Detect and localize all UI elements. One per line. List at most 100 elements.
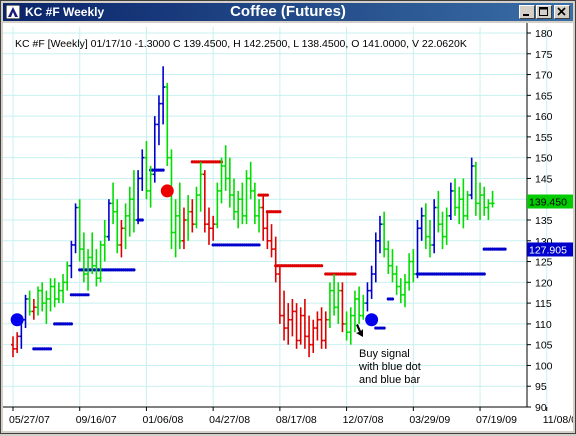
ohlc-bar bbox=[352, 290, 357, 333]
ohlc-bar bbox=[453, 178, 458, 216]
ohlc-bar bbox=[194, 186, 199, 229]
ohlc-bar bbox=[444, 207, 449, 245]
ohlc-bar bbox=[165, 82, 170, 166]
y-tick-label: 150 bbox=[535, 153, 553, 165]
x-tick-label: 04/27/08 bbox=[209, 414, 250, 426]
ohlc-bar bbox=[315, 311, 320, 341]
ohlc-bar bbox=[169, 149, 174, 250]
ohlc-bar bbox=[206, 207, 211, 245]
x-tick-label: 05/27/07 bbox=[9, 414, 50, 426]
stop-dot bbox=[503, 247, 507, 251]
ohlc-bar bbox=[465, 190, 470, 220]
ohlc-bar bbox=[15, 332, 20, 353]
ohlc-bar bbox=[136, 170, 141, 225]
ohlc-bar bbox=[73, 203, 78, 254]
ohlc-bar bbox=[106, 199, 111, 241]
y-tick-label: 160 bbox=[535, 111, 553, 123]
ohlc-bar bbox=[148, 165, 153, 208]
ohlc-bar bbox=[294, 303, 299, 349]
stop-dot bbox=[257, 243, 261, 247]
ohlc-bar bbox=[227, 157, 232, 208]
close-button[interactable] bbox=[554, 5, 570, 19]
ohlc-bar bbox=[119, 220, 124, 258]
x-tick-label: 09/16/07 bbox=[76, 414, 117, 426]
signal-dots bbox=[10, 184, 379, 327]
stop-price-label: 127.905 bbox=[529, 244, 567, 256]
buy-signal-dot bbox=[365, 313, 379, 327]
ohlc-bar bbox=[152, 116, 157, 183]
ohlc-bar bbox=[365, 282, 370, 312]
ohlc-bar bbox=[127, 186, 132, 237]
grid bbox=[3, 23, 548, 408]
ohlc-bar bbox=[140, 149, 145, 191]
window-title: KC #F Weekly bbox=[25, 5, 105, 19]
ohlc-bar bbox=[407, 253, 412, 291]
y-tick-label: 105 bbox=[535, 340, 553, 352]
stop-lines bbox=[32, 160, 507, 351]
ohlc-bar bbox=[69, 240, 74, 279]
stop-dot bbox=[132, 268, 136, 272]
last-price-box bbox=[527, 194, 573, 209]
ohlc-bar bbox=[482, 186, 487, 216]
ohlc-bar bbox=[382, 211, 387, 258]
close-icon bbox=[557, 7, 566, 16]
minimize-button[interactable] bbox=[519, 5, 535, 19]
ohlc-bar bbox=[65, 261, 70, 291]
y-tick-label: 120 bbox=[535, 277, 553, 289]
ohlc-bar bbox=[161, 66, 166, 125]
ohlc-bar bbox=[131, 170, 136, 233]
ohlc-bar bbox=[144, 141, 149, 200]
ohlc-bar bbox=[432, 199, 437, 254]
ohlc-bar bbox=[298, 307, 303, 345]
stop-price-box bbox=[527, 242, 573, 257]
stop-dot bbox=[382, 326, 386, 330]
buy-signal-dot bbox=[10, 313, 24, 327]
ohlc-bar bbox=[415, 220, 420, 279]
y-tick-label: 135 bbox=[535, 215, 553, 227]
ohlc-bar bbox=[319, 307, 324, 349]
ohlc-bar bbox=[81, 232, 86, 283]
minimize-icon bbox=[523, 14, 529, 16]
ohlc-bar bbox=[307, 315, 312, 358]
chart-area[interactable]: 9095100105110115120125130135140145150155… bbox=[3, 23, 576, 431]
ohlc-bar bbox=[265, 211, 270, 250]
ohlc-bar bbox=[52, 278, 57, 308]
price-bars bbox=[11, 66, 495, 358]
ohlc-bar bbox=[373, 232, 378, 283]
x-tick-label: 07/19/09 bbox=[476, 414, 517, 426]
y-tick-label: 100 bbox=[535, 360, 553, 372]
annotation-line-2: with blue dot bbox=[358, 361, 421, 373]
last-price-label: 139.450 bbox=[529, 197, 567, 209]
ohlc-bar bbox=[490, 190, 495, 208]
stop-dot bbox=[48, 347, 53, 351]
ohlc-bar bbox=[90, 232, 95, 275]
ohlc-bar bbox=[469, 157, 474, 200]
ohlc-bar bbox=[186, 195, 191, 241]
ohlc-bar bbox=[269, 224, 274, 258]
stop-dot bbox=[319, 264, 324, 268]
ohlc-bar bbox=[457, 186, 462, 225]
y-tick-label: 95 bbox=[535, 381, 547, 393]
x-axis: 05/27/07 09/16/07 01/06/08 04/27/08 08/17/08… bbox=[9, 407, 576, 426]
ohlc-bar bbox=[86, 249, 91, 291]
ohlc-bar bbox=[361, 294, 366, 320]
ohlc-bar bbox=[115, 199, 120, 254]
ohlc-bar bbox=[31, 298, 36, 320]
ohlc-bar bbox=[419, 207, 424, 241]
title-bar[interactable]: KC #F Weekly Coffee (Futures) bbox=[3, 3, 573, 21]
ohlc-chart[interactable]: 9095100105110115120125130135140145150155… bbox=[3, 23, 576, 431]
ohlc-bar bbox=[248, 161, 253, 200]
y-tick-label: 125 bbox=[535, 257, 553, 269]
ohlc-bar bbox=[215, 182, 220, 229]
ohlc-bar bbox=[286, 303, 291, 345]
ohlc-bar bbox=[61, 274, 66, 304]
stop-dot bbox=[161, 168, 165, 172]
buy-signal-annotation: Buy signal with blue dot and blue bar bbox=[356, 324, 421, 386]
ohlc-bar bbox=[232, 178, 237, 220]
ohlc-bar bbox=[473, 161, 478, 216]
ohlc-info-line: KC #F [Weekly] 01/17/10 -1.3000 C 139.45… bbox=[15, 38, 467, 50]
annotation-line-3: and blue bar bbox=[359, 374, 420, 386]
maximize-button[interactable] bbox=[536, 5, 552, 19]
ohlc-bar bbox=[282, 290, 287, 341]
